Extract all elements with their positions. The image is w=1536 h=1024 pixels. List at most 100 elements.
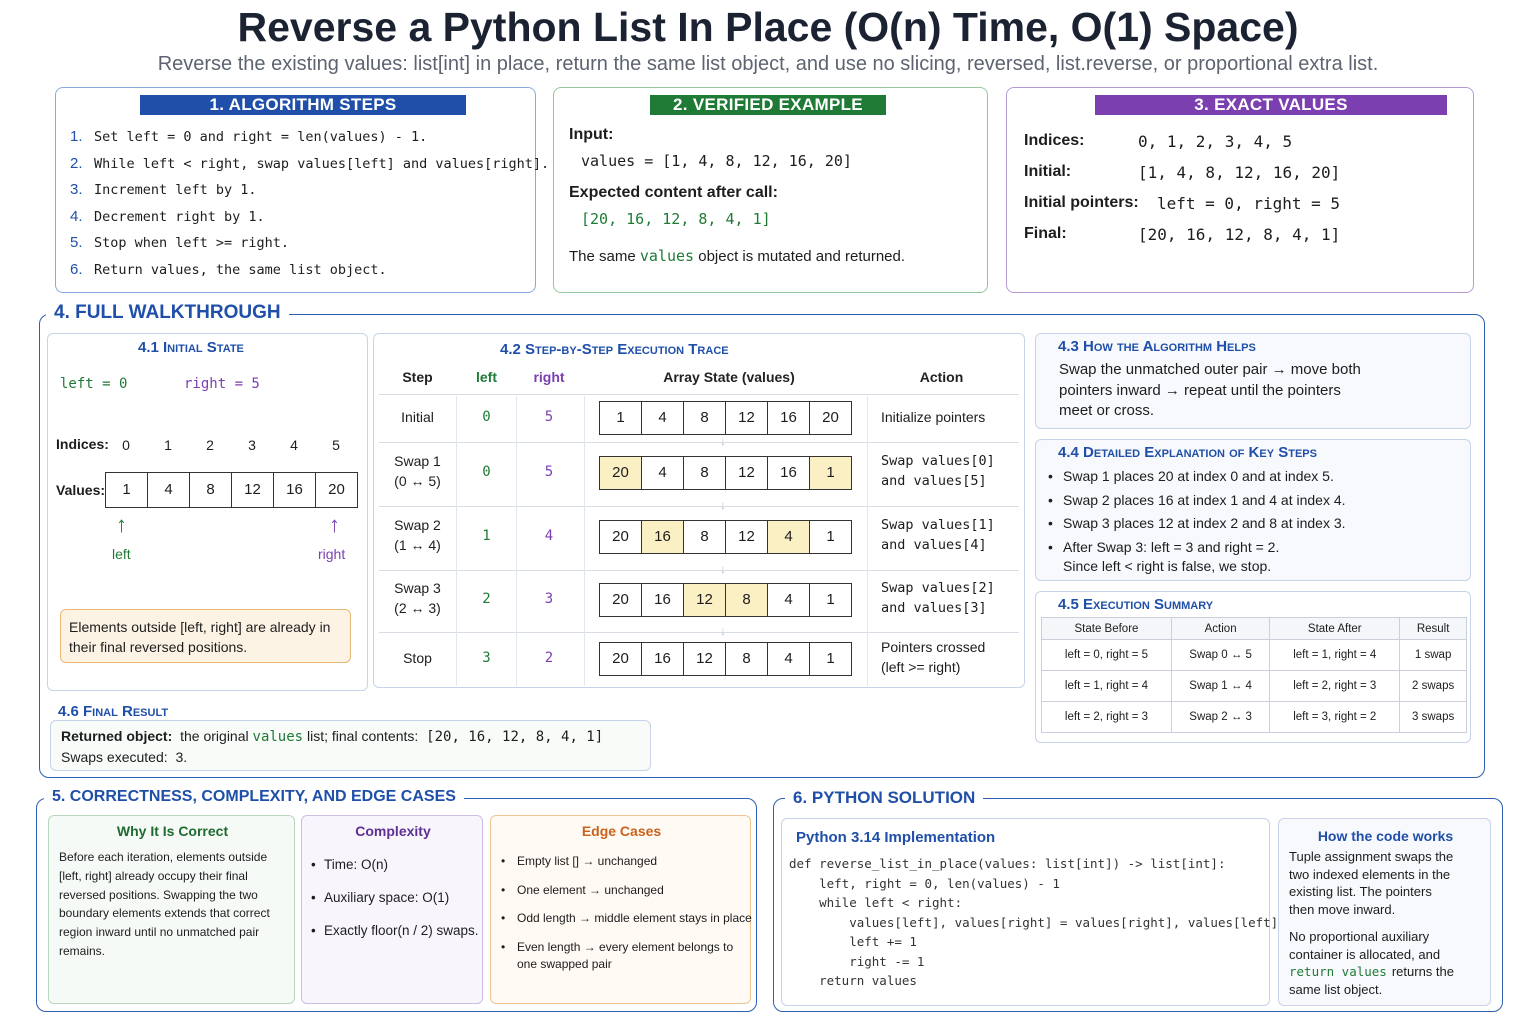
code-line: left += 1 xyxy=(789,934,917,949)
implementation-title: Python 3.14 Implementation xyxy=(796,829,996,846)
swaps-executed-value: 3. xyxy=(175,749,188,765)
how-code-line: No proportional auxiliary xyxy=(1289,929,1430,944)
trace-divider xyxy=(379,506,1019,507)
index-label: 0 xyxy=(122,437,130,453)
summary-cell: 2 swaps xyxy=(1399,670,1467,702)
why-correct-line: remains. xyxy=(59,944,106,958)
trace-action: Pointers crossed xyxy=(881,639,986,655)
detail-text: Swap 2 places 16 at index 1 and 4 at ind… xyxy=(1063,491,1346,508)
trace-array-cell: 20 xyxy=(599,520,642,554)
trace-header-cell: right xyxy=(533,369,565,385)
edge-continuation: one swapped pair xyxy=(517,957,612,971)
indices-label: Indices: xyxy=(56,436,109,452)
trace-header-cell: Action xyxy=(919,369,964,385)
trace-array-cell: 16 xyxy=(641,520,684,554)
algorithm-steps-title: 1. ALGORITHM STEPS xyxy=(140,95,466,115)
how-algorithm-helps-panel: 4.3 How the Algorithm Helps Swap the unm… xyxy=(1035,333,1471,429)
edge-case-text: Odd length → middle element stays in pla… xyxy=(517,911,752,925)
summary-cell: 1 swap xyxy=(1399,639,1467,671)
how-algorithm-helps-title: 4.3 How the Algorithm Helps xyxy=(1058,338,1256,355)
summary-header-cell: State After xyxy=(1269,617,1401,640)
how-code-line: two indexed elements in the xyxy=(1289,866,1451,882)
summary-cell: Swap 0 ↔ 5 xyxy=(1170,639,1271,671)
page-subtitle: Reverse the existing values: list[int] i… xyxy=(157,53,1379,75)
step-text: Return values, the same list object. xyxy=(94,261,387,278)
algorithm-steps-panel: 1. ALGORITHM STEPS 1. Set left = 0 and ri… xyxy=(55,87,549,293)
final-positions-note: Elements outside [left, right] are alrea… xyxy=(60,609,351,663)
helps-line-2: pointers inward → repeat until the point… xyxy=(1059,382,1341,399)
how-code-line: then move inward. xyxy=(1289,902,1396,918)
trace-right: 2 xyxy=(544,650,554,666)
complexity-item: • Time: O(n) xyxy=(311,857,388,872)
returned-object-text-a: the original xyxy=(180,728,249,744)
trace-array-cell: 1 xyxy=(599,401,642,435)
trace-divider xyxy=(379,394,1019,395)
why-correct-line: region inward until no unmatched pair xyxy=(59,925,260,940)
how-code-tail: returns the xyxy=(1391,964,1454,980)
how-code-inline: return values xyxy=(1289,964,1387,980)
trace-array-cell: 20 xyxy=(599,456,642,490)
how-code-works-panel: How the code works Tuple assignment swap… xyxy=(1278,818,1491,1006)
why-correct-line: Before each iteration, elements outside xyxy=(59,850,268,864)
initial-state-panel: 4.1 Initial State left = 0 right = 5 Ind… xyxy=(47,333,368,691)
implementation-panel: Python 3.14 Implementation def reverse_l… xyxy=(781,818,1278,1006)
trace-right: 4 xyxy=(544,528,554,544)
bullet-icon: • xyxy=(1048,491,1053,508)
solution-frame xyxy=(773,798,1503,1012)
edge-cases-panel: Edge Cases • Empty list [] → unchanged • On… xyxy=(490,815,752,1004)
summary-cell: left = 1, right = 4 xyxy=(1269,639,1401,671)
helps-line-1: Swap the unmatched outer pair → move bot… xyxy=(1059,361,1361,378)
index-label: 4 xyxy=(290,437,298,453)
trace-array-cell: 4 xyxy=(767,642,810,676)
index-label: 3 xyxy=(248,437,256,453)
edge-case-text: Empty list [] → unchanged xyxy=(517,854,658,868)
bullet-icon: • xyxy=(501,854,506,868)
array-cell: 12 xyxy=(231,472,274,508)
trace-array-cell: 16 xyxy=(641,642,684,676)
walkthrough-title: 4. FULL WALKTHROUGH xyxy=(46,302,289,324)
trace-action-cont: and values[3] xyxy=(881,600,987,616)
code-line: def reverse_list_in_place(values: list[i… xyxy=(789,856,1226,871)
step-item: 3. Increment left by 1. xyxy=(70,177,549,204)
step-text: Stop when left >= right. xyxy=(94,235,290,252)
edge-case-item: • Even length → every element belongs to xyxy=(501,940,733,954)
detail-continuation: Since left < right is false, we stop. xyxy=(1063,558,1272,574)
summary-header-row: State Before Action State After Result xyxy=(1041,617,1467,640)
why-correct-line: [left, right] already occupy their final xyxy=(59,868,248,883)
trace-step: Initial xyxy=(401,409,434,425)
summary-header-cell: Result xyxy=(1399,617,1467,640)
trace-column-divider xyxy=(584,396,585,686)
final-result-line-1: Returned object: the original values lis… xyxy=(61,728,603,745)
solution-title: 6. PYTHON SOLUTION xyxy=(785,788,984,808)
trace-step-pair: (1 ↔ 4) xyxy=(394,537,441,553)
trace-header-cell: Step xyxy=(402,369,433,385)
exact-values-title: 3. EXACT VALUES xyxy=(1095,95,1447,115)
down-arrow-icon: ↓ xyxy=(720,434,726,448)
detail-item: • Swap 3 places 12 at index 2 and 8 at in… xyxy=(1048,515,1346,531)
code-line: right -= 1 xyxy=(789,953,925,969)
step-item: 4. Decrement right by 1. xyxy=(70,204,549,231)
right-pointer-label: right = 5 xyxy=(184,376,260,392)
trace-column-divider xyxy=(516,396,517,686)
bullet-icon: • xyxy=(311,890,316,905)
verified-example-panel: 2. VERIFIED EXAMPLE Input: values = [1, … xyxy=(553,87,988,293)
detail-text: Swap 3 places 12 at index 2 and 8 at ind… xyxy=(1063,515,1346,531)
initial-state-title: 4.1 Initial State xyxy=(138,339,244,356)
exact-row-value: 0, 1, 2, 3, 4, 5 xyxy=(1138,132,1293,151)
summary-cell: left = 2, right = 3 xyxy=(1269,670,1401,702)
input-code: values = [1, 4, 8, 12, 16, 20] xyxy=(581,152,852,170)
detail-item: • Swap 1 places 20 at index 0 and at inde… xyxy=(1048,468,1334,484)
expected-label: Expected content after call: xyxy=(569,184,778,201)
walkthrough-frame xyxy=(39,314,1485,778)
trace-left: 1 xyxy=(482,528,491,544)
how-code-line: Tuple assignment swaps the xyxy=(1289,849,1454,864)
page-title: Reverse a Python List In Place (O(n) Tim… xyxy=(237,4,1299,50)
trace-array-cell: 8 xyxy=(725,642,768,676)
step-text: Decrement right by 1. xyxy=(94,208,265,225)
trace-action: Swap values[1] xyxy=(881,517,995,533)
helps-line-3: meet or cross. xyxy=(1059,402,1155,419)
bullet-icon: • xyxy=(501,911,506,925)
trace-divider xyxy=(379,442,1019,443)
down-arrow-icon: ↓ xyxy=(720,624,726,638)
step-text: While left < right, swap values[left] an… xyxy=(94,155,550,172)
